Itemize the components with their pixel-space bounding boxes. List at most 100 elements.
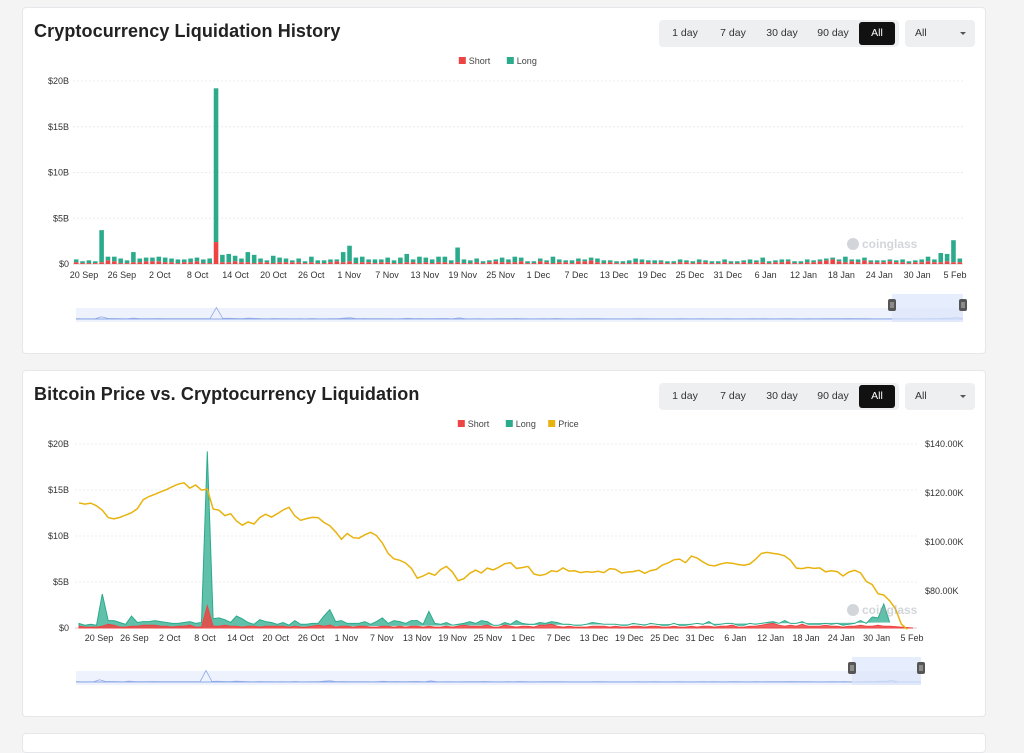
bar-short bbox=[932, 262, 937, 264]
legend-label: Short bbox=[469, 56, 491, 66]
bar-short bbox=[251, 263, 257, 264]
bar-short bbox=[499, 262, 505, 264]
y-tick-label: $0 bbox=[59, 259, 69, 269]
bar-long bbox=[315, 260, 321, 264]
legend-item-short[interactable]: Short bbox=[458, 56, 491, 66]
legend-item-long[interactable]: Long bbox=[505, 419, 536, 429]
bar-long bbox=[201, 259, 206, 264]
x-tick-label: 19 Dec bbox=[615, 633, 644, 643]
bar-short bbox=[633, 262, 638, 264]
coinglass-logo-icon bbox=[847, 238, 859, 250]
bar-long bbox=[576, 258, 581, 262]
bar-short bbox=[677, 262, 683, 264]
bar-short bbox=[938, 262, 944, 264]
bar-short bbox=[232, 261, 238, 264]
timeframe-30-day[interactable]: 30 day bbox=[766, 27, 798, 39]
bar-long bbox=[646, 260, 651, 263]
x-tick-label: 14 Oct bbox=[222, 270, 249, 280]
navigator-left-handle[interactable] bbox=[848, 662, 856, 674]
legend-item-short[interactable]: Short bbox=[457, 419, 490, 429]
timeframe-30-day[interactable]: 30 day bbox=[766, 390, 798, 402]
bar-short bbox=[366, 262, 371, 264]
bar-long bbox=[283, 258, 289, 263]
bar-long bbox=[792, 261, 797, 264]
legend-item-long[interactable]: Long bbox=[506, 56, 537, 66]
bar-short bbox=[283, 262, 289, 264]
bar-short bbox=[150, 261, 155, 264]
bar-short bbox=[512, 262, 518, 264]
timeframe-1-day[interactable]: 1 day bbox=[672, 27, 698, 39]
bar-short bbox=[487, 262, 492, 264]
x-tick-label: 24 Jan bbox=[828, 633, 855, 643]
bar-short bbox=[372, 263, 378, 264]
timeframe-all[interactable]: All bbox=[859, 22, 895, 45]
bar-long bbox=[855, 259, 861, 263]
bar-long bbox=[220, 254, 225, 263]
bar-short bbox=[277, 262, 282, 264]
bar-long bbox=[938, 253, 944, 263]
bar-long bbox=[277, 257, 282, 263]
bar-long bbox=[658, 260, 664, 263]
x-tick-label: 7 Dec bbox=[547, 633, 571, 643]
x-tick-label: 30 Jan bbox=[863, 633, 890, 643]
bar-long bbox=[162, 257, 168, 263]
bar-short bbox=[73, 262, 79, 264]
bar-long bbox=[906, 261, 912, 264]
bar-long bbox=[468, 260, 473, 264]
navigator-background bbox=[76, 671, 921, 685]
bar-long bbox=[639, 259, 645, 263]
bar-long bbox=[690, 261, 696, 264]
bar-long bbox=[131, 252, 136, 263]
legend-item-price[interactable]: Price bbox=[548, 419, 579, 429]
bar-short bbox=[874, 262, 880, 264]
bar-short bbox=[493, 261, 499, 264]
x-tick-label: 12 Jan bbox=[790, 270, 817, 280]
bar-long bbox=[296, 258, 301, 263]
bar-long bbox=[754, 260, 759, 263]
bar-short bbox=[735, 263, 740, 264]
bar-long bbox=[264, 260, 270, 263]
timeframe-90-day[interactable]: 90 day bbox=[817, 390, 849, 402]
timeframe-7-day[interactable]: 7 day bbox=[720, 27, 746, 39]
handle-grip-icon bbox=[888, 299, 896, 311]
bar-short bbox=[296, 262, 301, 264]
bar-short bbox=[194, 261, 200, 264]
bar-long bbox=[760, 257, 766, 263]
x-tick-label: 20 Oct bbox=[260, 270, 287, 280]
bar-short bbox=[576, 261, 581, 264]
bar-short bbox=[398, 263, 403, 264]
legend-swatch bbox=[548, 420, 556, 427]
coin-dropdown[interactable]: All bbox=[905, 20, 975, 47]
y2-tick-label: $120.00K bbox=[925, 488, 964, 498]
bar-short bbox=[531, 263, 537, 264]
x-tick-label: 13 Nov bbox=[411, 270, 440, 280]
bar-long bbox=[735, 261, 740, 264]
x-tick-label: 6 Jan bbox=[755, 270, 777, 280]
bar-short bbox=[347, 261, 352, 264]
timeframe-all[interactable]: All bbox=[859, 385, 895, 408]
bar-long bbox=[487, 260, 492, 263]
timeframe-7-day[interactable]: 7 day bbox=[720, 390, 746, 402]
bar-short bbox=[270, 263, 276, 264]
bar-long bbox=[340, 252, 346, 263]
bar-long bbox=[80, 261, 85, 264]
x-tick-label: 20 Oct bbox=[262, 633, 289, 643]
timeframe-90-day[interactable]: 90 day bbox=[817, 27, 849, 39]
bar-short bbox=[792, 263, 797, 264]
price-vs-liquidation-card: Bitcoin Price vs. Cryptocurrency Liquida… bbox=[22, 370, 986, 717]
timeframe-1-day[interactable]: 1 day bbox=[672, 390, 698, 402]
liquidation-history-card: Cryptocurrency Liquidation History 1 day… bbox=[22, 7, 986, 354]
x-tick-label: 19 Dec bbox=[638, 270, 667, 280]
coinglass-watermark: coinglass bbox=[847, 237, 918, 251]
bar-long bbox=[442, 256, 448, 263]
navigator-right-handle[interactable] bbox=[917, 662, 925, 674]
y-tick-label: $5B bbox=[53, 213, 69, 223]
navigator-right-handle[interactable] bbox=[959, 299, 967, 311]
coin-dropdown[interactable]: All bbox=[905, 383, 975, 410]
navigator-left-handle[interactable] bbox=[888, 299, 896, 311]
bar-short bbox=[156, 261, 162, 264]
bar-short bbox=[131, 262, 136, 264]
bar-short bbox=[830, 259, 835, 264]
price-line bbox=[78, 481, 908, 630]
bar-short bbox=[309, 262, 314, 264]
